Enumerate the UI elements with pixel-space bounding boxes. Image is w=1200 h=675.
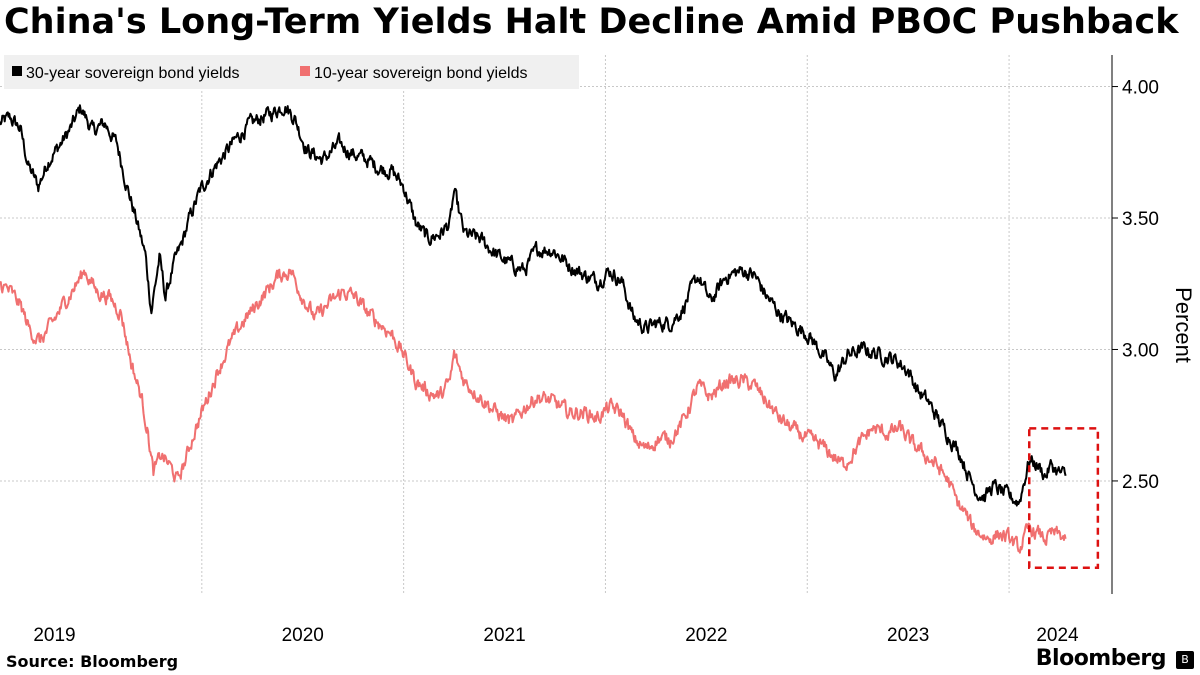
series-line-10-year (0, 268, 1067, 554)
highlight-box (1028, 427, 1100, 569)
y-tick-label: 3.50 (1122, 209, 1159, 230)
brand-logo: Bloomberg (1035, 646, 1167, 671)
y-tick-label: 2.50 (1122, 472, 1159, 493)
legend-label-10-year: 10-year sovereign bond yields (314, 65, 527, 82)
x-tick-label: 2022 (685, 625, 727, 646)
y-tick-label: 4.00 (1122, 78, 1159, 99)
legend: 30-year sovereign bond yields 10-year sov… (4, 55, 579, 89)
legend-label-30-year: 30-year sovereign bond yields (26, 65, 239, 82)
x-tick-label: 2021 (483, 625, 525, 646)
chart-title: China's Long-Term Yields Halt Decline Am… (4, 2, 1179, 42)
x-tick-label: 2024 (1036, 625, 1079, 646)
x-tick-label: 2023 (887, 625, 929, 646)
source-note: Source: Bloomberg (6, 652, 179, 671)
y-tick-label: 3.00 (1122, 340, 1159, 361)
x-tick-label: 2019 (33, 625, 75, 646)
series-line-30-year (0, 104, 1067, 507)
brand-mark-icon: B (1176, 651, 1194, 669)
x-tick-label: 2020 (282, 625, 324, 646)
legend-swatch-10-year (300, 66, 310, 76)
y-axis-title: Percent (1171, 287, 1196, 363)
legend-swatch-30-year (12, 66, 22, 76)
legend-background (4, 55, 579, 89)
